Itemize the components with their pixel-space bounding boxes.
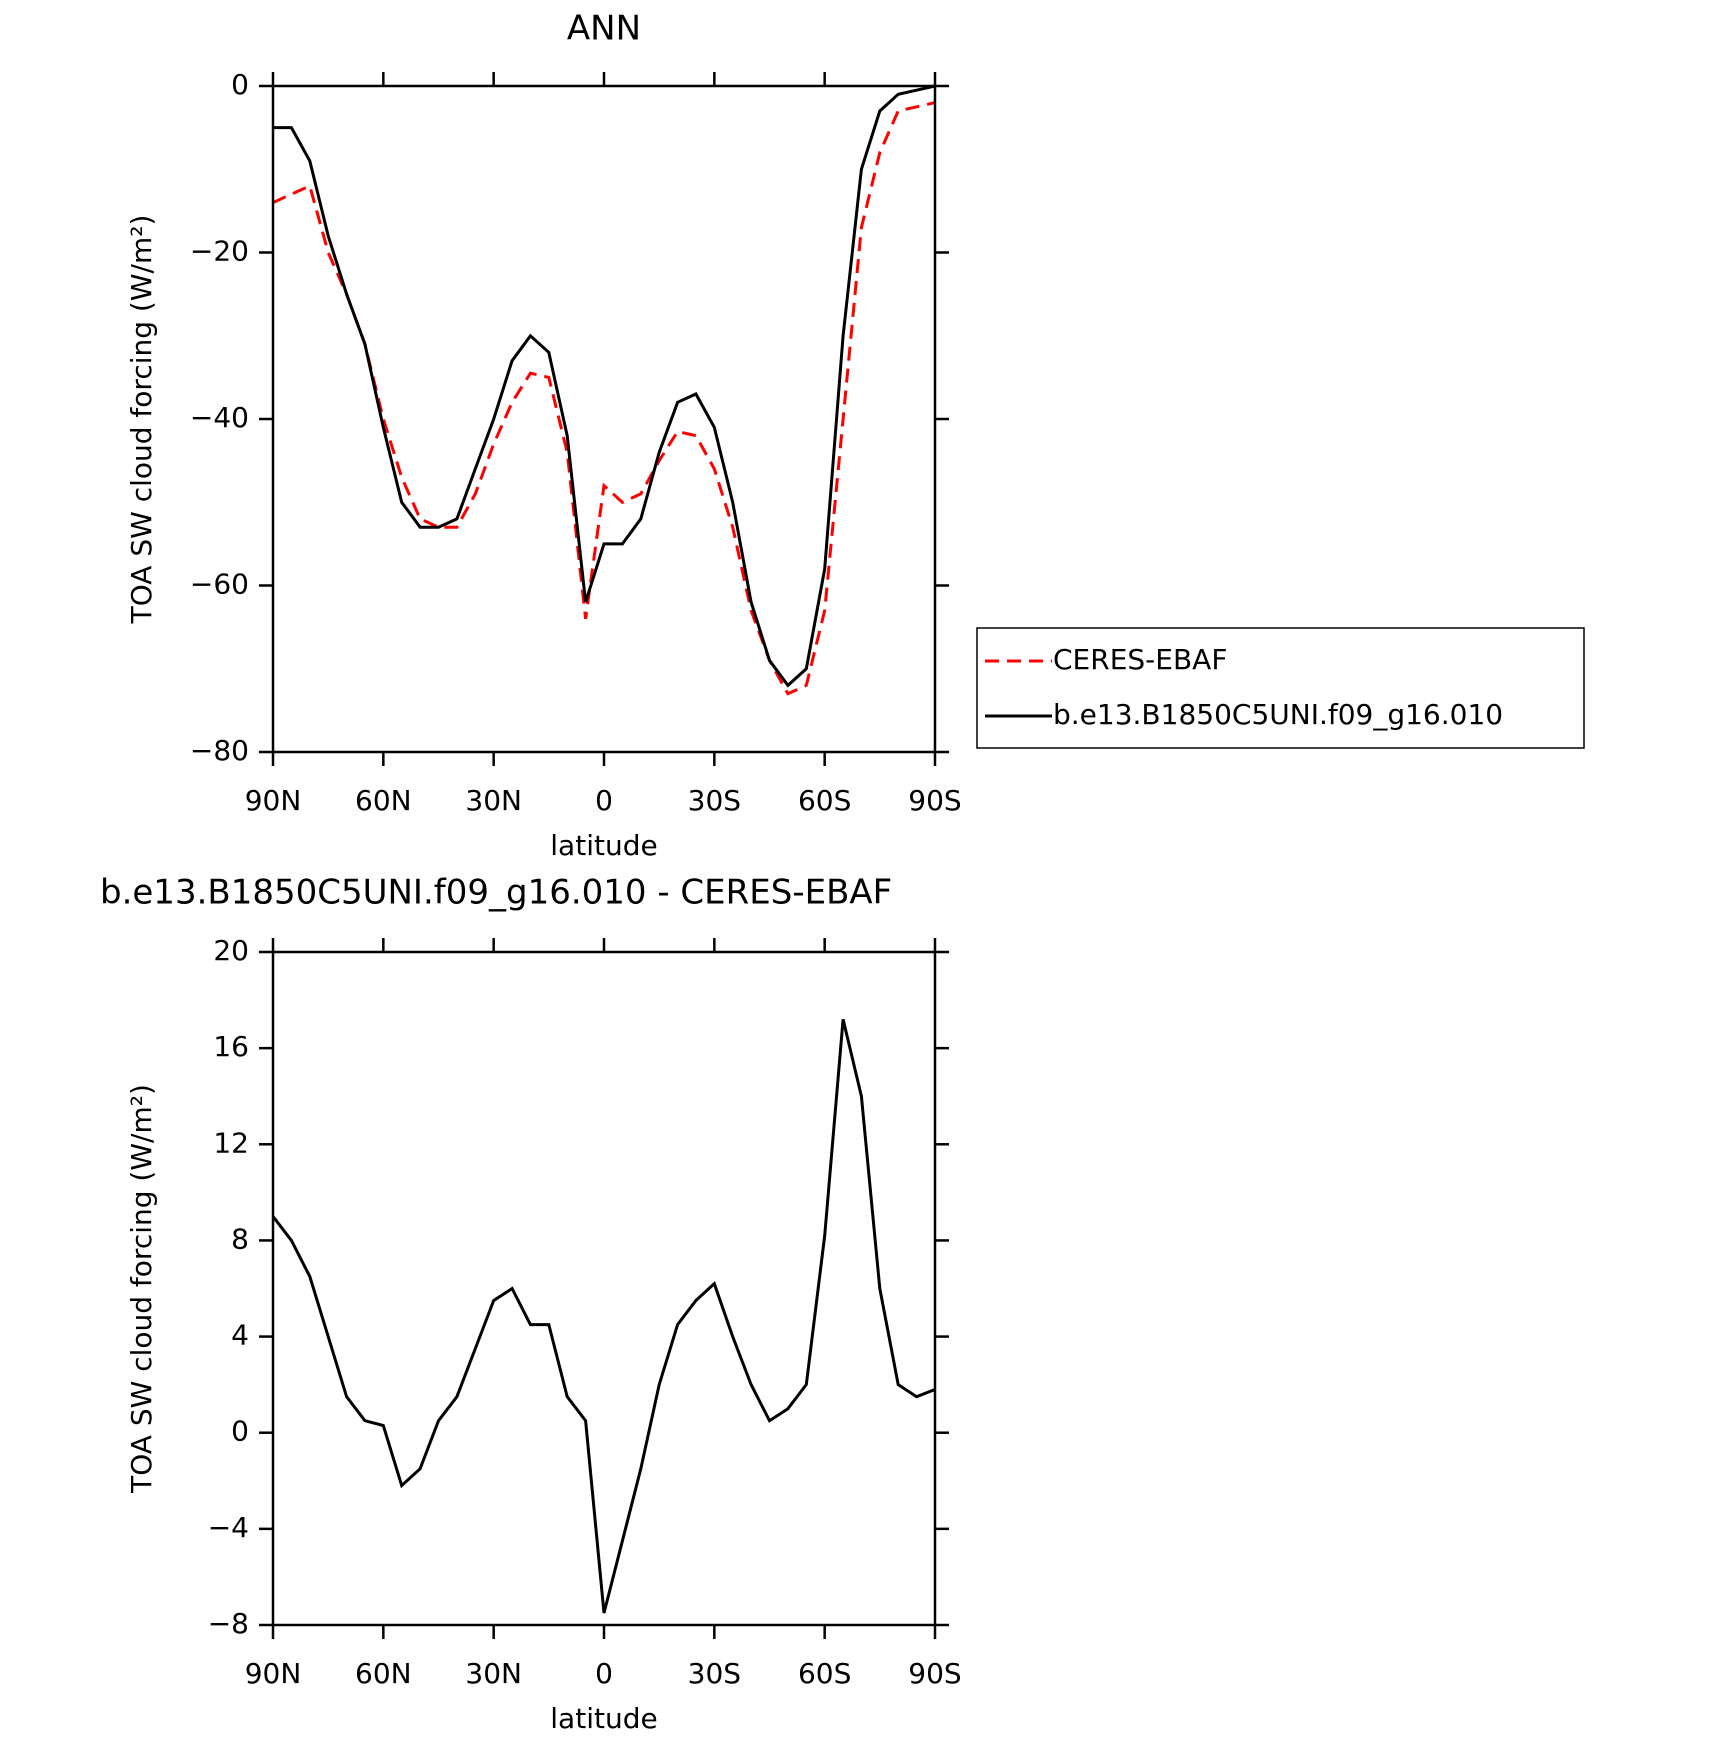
y-axis-label: TOA SW cloud forcing (W/m²) [125, 215, 158, 625]
x-tick-label: 30N [465, 1657, 522, 1690]
chart-title: ANN [567, 9, 641, 49]
y-tick-label: −4 [208, 1511, 249, 1544]
y-tick-label: −80 [190, 734, 249, 767]
x-tick-label: 90S [908, 784, 961, 817]
x-tick-label: 30S [688, 1657, 741, 1690]
y-tick-label: 0 [231, 1415, 249, 1448]
x-axis-label: latitude [550, 1702, 657, 1735]
y-tick-label: −8 [208, 1607, 249, 1640]
y-tick-label: 16 [213, 1030, 249, 1063]
x-tick-label: 60N [355, 1657, 412, 1690]
plot-frame [271, 950, 937, 1627]
x-tick-label: 0 [595, 784, 613, 817]
y-axis-label: TOA SW cloud forcing (W/m²) [125, 1084, 158, 1494]
chart-title: b.e13.B1850C5UNI.f09_g16.010 - CERES-EBA… [100, 873, 892, 913]
x-tick-label: 60S [798, 1657, 851, 1690]
x-tick-label: 60S [798, 784, 851, 817]
x-tick-label: 90N [245, 1657, 302, 1690]
y-tick-label: 0 [231, 68, 249, 101]
y-tick-label: 20 [213, 934, 249, 967]
y-tick-label: 4 [231, 1319, 249, 1352]
y-tick-label: 8 [231, 1222, 249, 1255]
x-tick-label: 30S [688, 784, 741, 817]
x-tick-label: 90N [245, 784, 302, 817]
y-tick-label: −20 [190, 235, 249, 268]
x-tick-label: 90S [908, 1657, 961, 1690]
series-line [273, 84, 936, 688]
legend-box [976, 627, 1585, 749]
legend-label: CERES-EBAF [1053, 643, 1227, 676]
series-line [271, 1018, 936, 1614]
x-tick-label: 60N [355, 784, 412, 817]
y-tick-label: −60 [190, 568, 249, 601]
legend-label: b.e13.B1850C5UNI.f09_g16.010 [1053, 698, 1503, 731]
x-tick-label: 0 [595, 1657, 613, 1690]
series-line [272, 101, 936, 696]
y-tick-label: 12 [213, 1126, 249, 1159]
x-tick-label: 30N [465, 784, 522, 817]
y-tick-label: −40 [190, 401, 249, 434]
plot-frame [271, 84, 937, 754]
x-axis-label: latitude [550, 829, 657, 862]
